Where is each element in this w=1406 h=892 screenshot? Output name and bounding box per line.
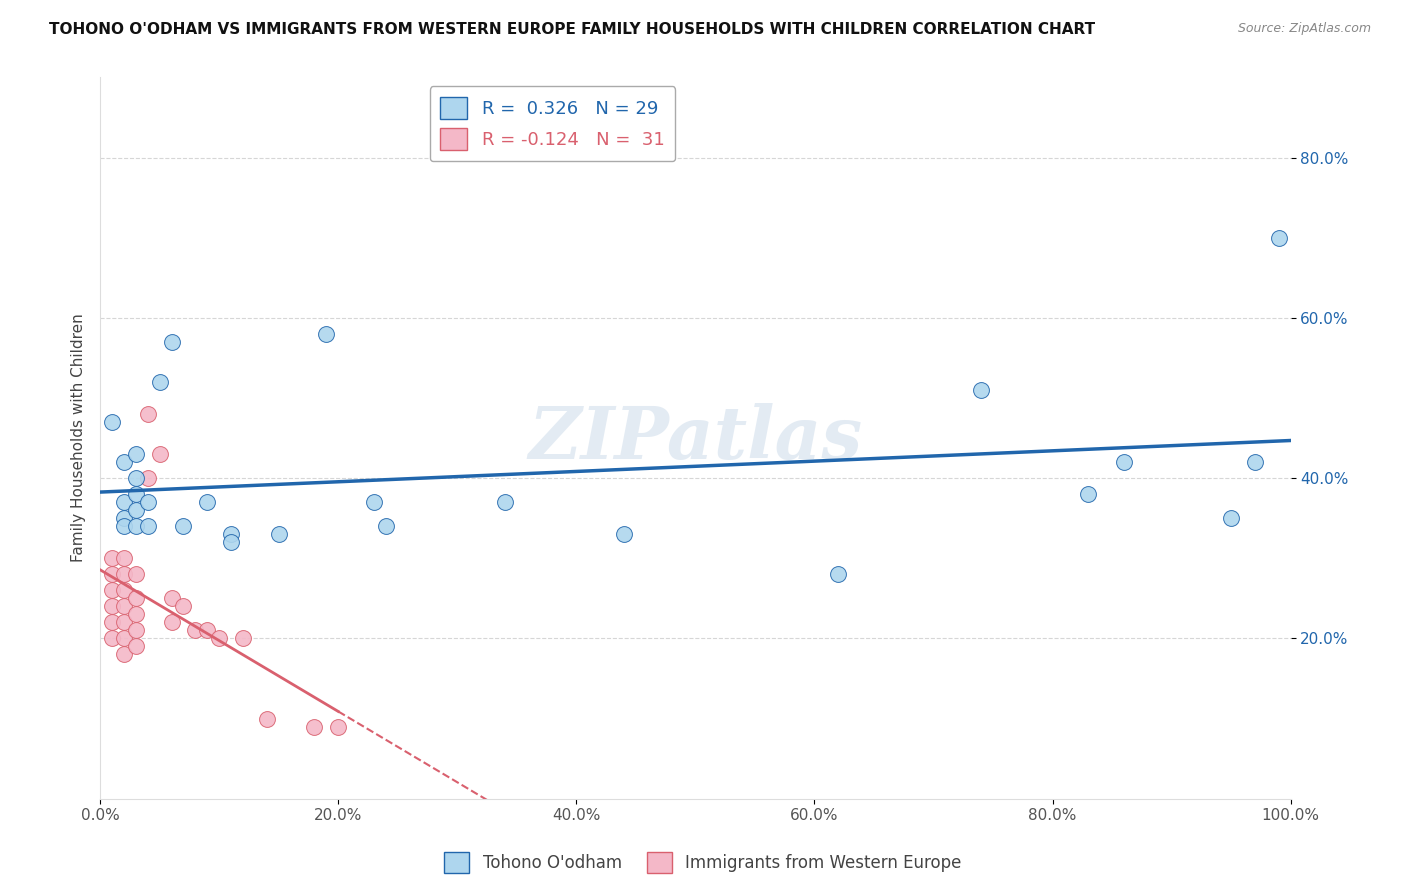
Point <box>112 495 135 509</box>
Point <box>125 640 148 654</box>
Point <box>363 495 385 509</box>
Point <box>1267 231 1289 245</box>
Point <box>125 607 148 622</box>
Point <box>112 519 135 533</box>
Point <box>160 334 183 349</box>
Point <box>112 632 135 646</box>
Point <box>827 567 849 582</box>
Point <box>136 407 159 421</box>
Point <box>149 447 172 461</box>
Point <box>172 599 194 614</box>
Point <box>125 519 148 533</box>
Point <box>232 632 254 646</box>
Point <box>1220 511 1243 525</box>
Point <box>267 527 290 541</box>
Point <box>125 471 148 485</box>
Point <box>112 455 135 469</box>
Point <box>112 615 135 630</box>
Point <box>1112 455 1135 469</box>
Point <box>328 720 350 734</box>
Y-axis label: Family Households with Children: Family Households with Children <box>72 314 86 563</box>
Point <box>101 599 124 614</box>
Point <box>112 599 135 614</box>
Point <box>494 495 516 509</box>
Point <box>125 591 148 606</box>
Text: TOHONO O'ODHAM VS IMMIGRANTS FROM WESTERN EUROPE FAMILY HOUSEHOLDS WITH CHILDREN: TOHONO O'ODHAM VS IMMIGRANTS FROM WESTER… <box>49 22 1095 37</box>
Point <box>136 495 159 509</box>
Point <box>970 383 993 397</box>
Point <box>184 624 207 638</box>
Point <box>101 567 124 582</box>
Point <box>136 471 159 485</box>
Point <box>613 527 636 541</box>
Point <box>195 624 218 638</box>
Point <box>101 583 124 598</box>
Point <box>101 632 124 646</box>
Point <box>125 567 148 582</box>
Point <box>112 511 135 525</box>
Point <box>315 326 337 341</box>
Point <box>101 415 124 429</box>
Point <box>219 535 242 549</box>
Point <box>149 375 172 389</box>
Legend: R =  0.326   N = 29, R = -0.124   N =  31: R = 0.326 N = 29, R = -0.124 N = 31 <box>430 87 675 161</box>
Legend: Tohono O'odham, Immigrants from Western Europe: Tohono O'odham, Immigrants from Western … <box>437 846 969 880</box>
Point <box>125 503 148 517</box>
Point <box>208 632 231 646</box>
Point <box>1244 455 1267 469</box>
Point <box>125 624 148 638</box>
Point <box>172 519 194 533</box>
Point <box>160 615 183 630</box>
Point <box>304 720 326 734</box>
Text: ZIPatlas: ZIPatlas <box>529 402 862 474</box>
Point <box>374 519 396 533</box>
Point <box>219 527 242 541</box>
Point <box>1077 487 1099 501</box>
Point <box>112 551 135 566</box>
Point <box>160 591 183 606</box>
Point <box>101 615 124 630</box>
Point <box>112 567 135 582</box>
Point <box>195 495 218 509</box>
Point <box>256 712 278 726</box>
Point <box>125 447 148 461</box>
Point <box>112 648 135 662</box>
Text: Source: ZipAtlas.com: Source: ZipAtlas.com <box>1237 22 1371 36</box>
Point <box>101 551 124 566</box>
Point <box>136 519 159 533</box>
Point <box>112 583 135 598</box>
Point <box>125 487 148 501</box>
